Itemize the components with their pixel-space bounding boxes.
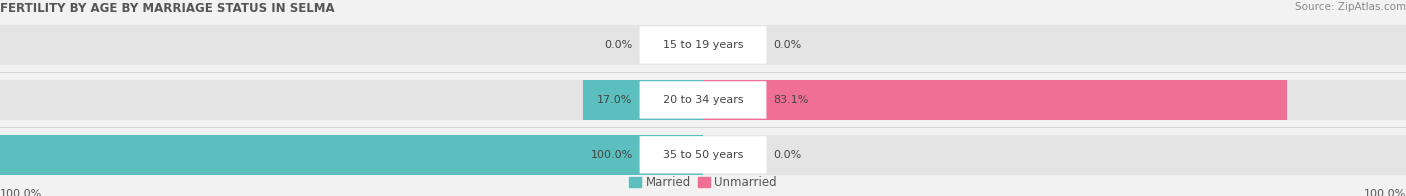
Text: 100.0%: 100.0% (591, 150, 633, 160)
Text: 83.1%: 83.1% (773, 95, 808, 105)
Text: 15 to 19 years: 15 to 19 years (662, 40, 744, 50)
Bar (703, 80, 1288, 120)
FancyBboxPatch shape (640, 136, 766, 173)
Bar (0, 80, 1406, 120)
Text: 100.0%: 100.0% (1364, 189, 1406, 196)
Legend: Married, Unmarried: Married, Unmarried (624, 172, 782, 194)
FancyBboxPatch shape (640, 81, 766, 119)
Bar (0, 25, 1406, 65)
FancyBboxPatch shape (640, 26, 766, 64)
Bar (0, 135, 1406, 175)
Text: 17.0%: 17.0% (598, 95, 633, 105)
Text: 35 to 50 years: 35 to 50 years (662, 150, 744, 160)
Bar (0, 135, 703, 175)
Text: 100.0%: 100.0% (0, 189, 42, 196)
Text: 20 to 34 years: 20 to 34 years (662, 95, 744, 105)
Bar (583, 80, 703, 120)
Text: Source: ZipAtlas.com: Source: ZipAtlas.com (1295, 2, 1406, 12)
Text: 0.0%: 0.0% (773, 40, 801, 50)
Text: FERTILITY BY AGE BY MARRIAGE STATUS IN SELMA: FERTILITY BY AGE BY MARRIAGE STATUS IN S… (0, 2, 335, 15)
Text: 0.0%: 0.0% (605, 40, 633, 50)
Text: 0.0%: 0.0% (773, 150, 801, 160)
